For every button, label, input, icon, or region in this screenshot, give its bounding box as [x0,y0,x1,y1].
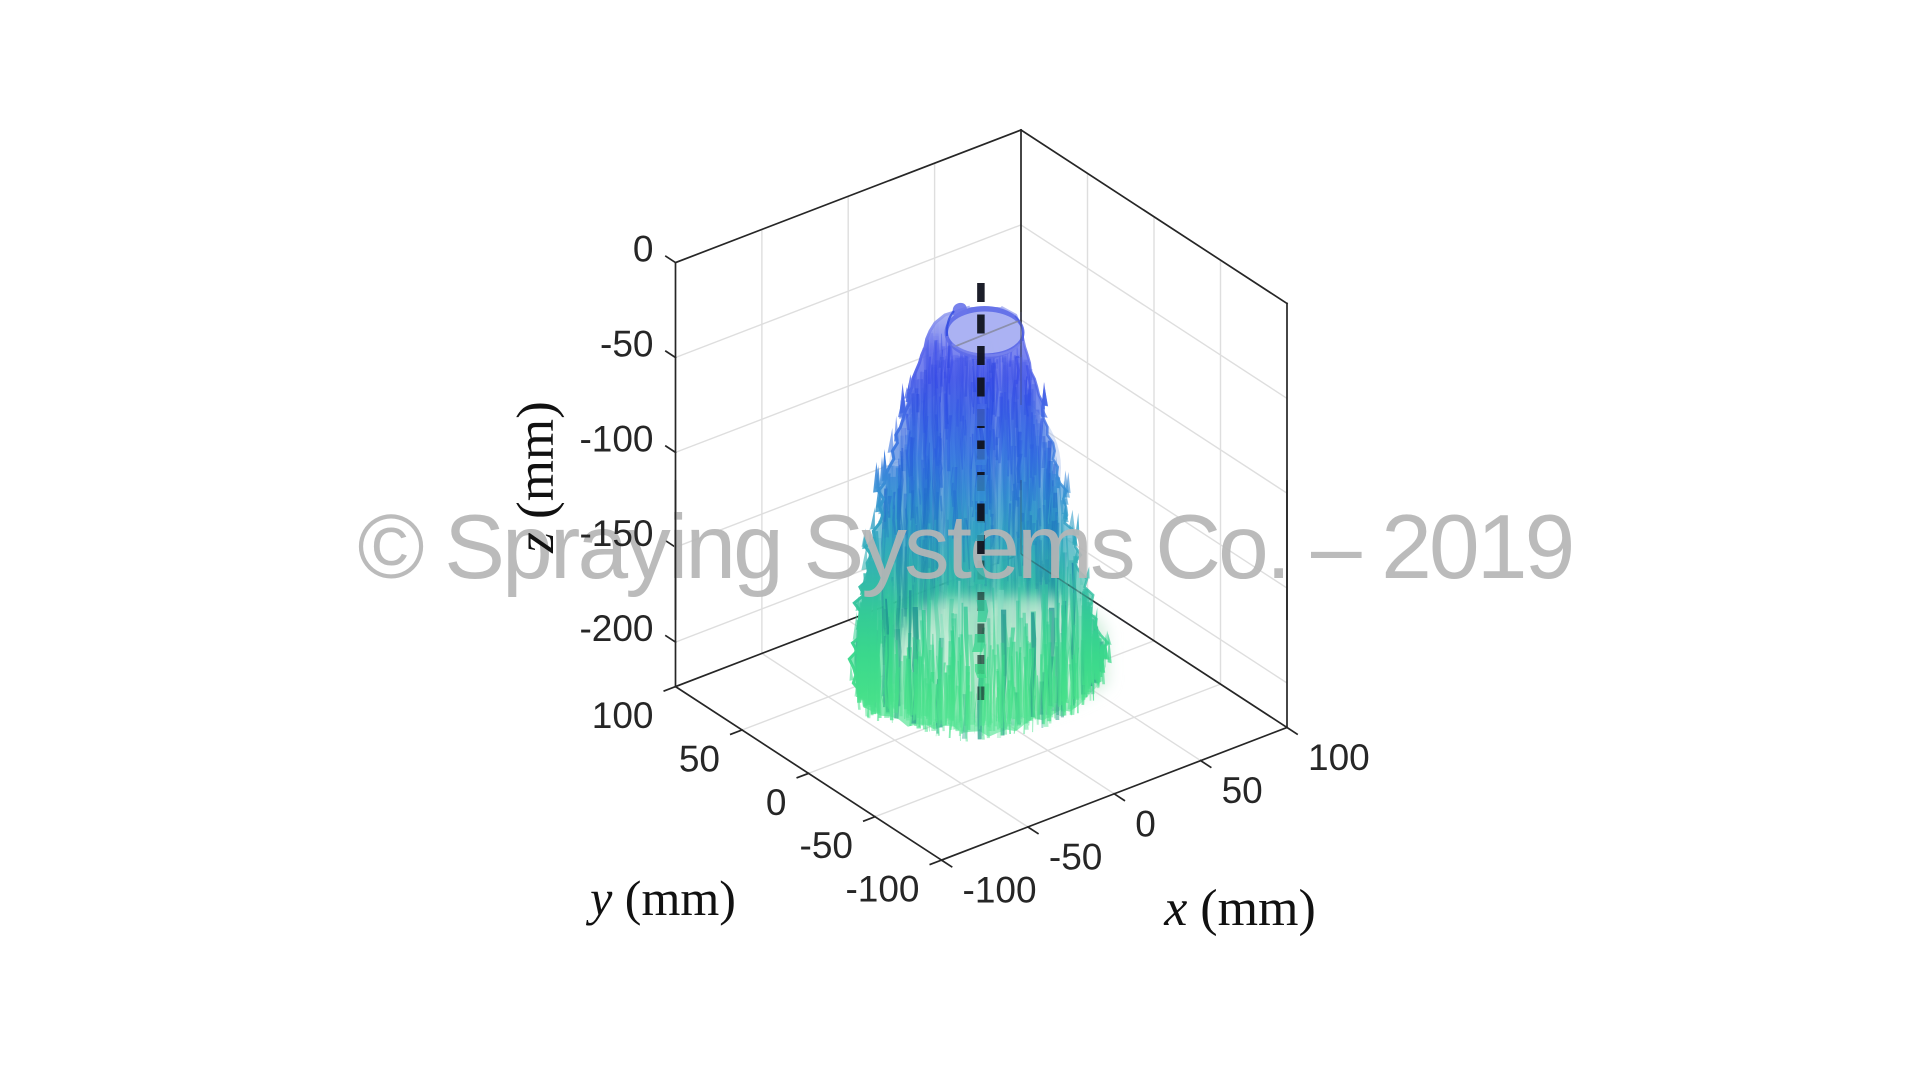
svg-text:0: 0 [633,229,654,270]
svg-text:-50: -50 [600,324,653,365]
svg-text:-100: -100 [963,870,1037,911]
svg-text:-50: -50 [1049,837,1102,878]
svg-text:-200: -200 [579,608,653,649]
svg-text:© Spraying Systems Co. – 2019: © Spraying Systems Co. – 2019 [358,497,1573,598]
svg-text:50: 50 [1222,770,1263,811]
svg-text:100: 100 [1308,737,1370,778]
svg-text:x (mm): x (mm) [1163,880,1316,937]
svg-text:-100: -100 [845,869,919,910]
svg-text:0: 0 [1135,803,1156,844]
svg-text:z (mm): z (mm) [507,401,565,554]
svg-text:-100: -100 [579,418,653,459]
svg-text:-150: -150 [579,513,653,554]
svg-text:-50: -50 [800,825,853,866]
svg-text:y (mm): y (mm) [585,870,736,926]
svg-text:0: 0 [766,782,787,823]
svg-text:50: 50 [679,739,720,780]
svg-text:100: 100 [592,695,654,736]
